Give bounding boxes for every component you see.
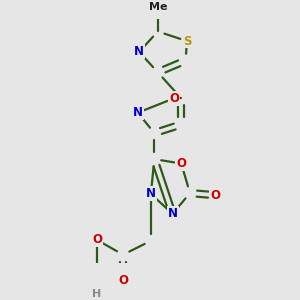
Text: Me: Me xyxy=(148,2,167,12)
Text: O: O xyxy=(118,274,128,287)
Text: N: N xyxy=(134,45,144,58)
Text: H: H xyxy=(92,289,102,299)
Text: N: N xyxy=(146,188,156,200)
Text: S: S xyxy=(183,34,191,47)
Text: O: O xyxy=(169,92,179,105)
Text: O: O xyxy=(176,157,186,170)
Text: N: N xyxy=(168,207,178,220)
Text: O: O xyxy=(92,233,102,246)
Text: O: O xyxy=(210,189,220,202)
Text: N: N xyxy=(133,106,143,119)
